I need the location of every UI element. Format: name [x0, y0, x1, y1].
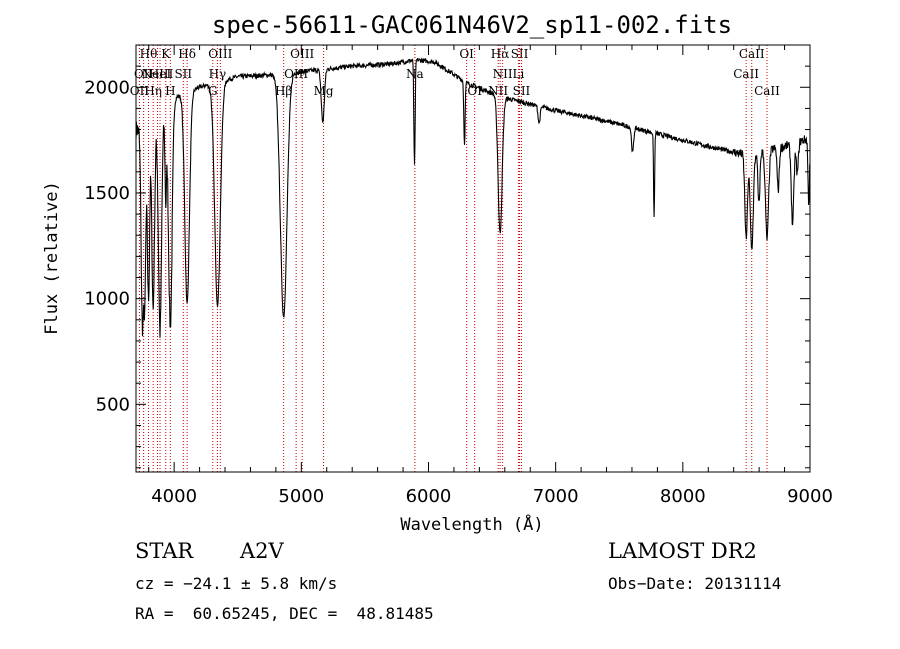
line-marker-label: Hδ	[178, 47, 196, 61]
redshift-cz: cz = −24.1 ± 5.8 km/s	[135, 574, 338, 593]
line-marker-label: SII	[513, 84, 531, 98]
line-marker-label: K	[161, 47, 171, 61]
line-marker-label: NII	[493, 67, 513, 81]
observation-date: Obs−Date: 20131114	[608, 574, 782, 593]
line-marker-label: Hα	[491, 47, 510, 61]
object-subclass: A2V	[240, 539, 284, 563]
x-tick-label: 4000	[151, 486, 197, 507]
x-tick-label: 7000	[533, 486, 579, 507]
y-tick-label: 500	[96, 394, 130, 415]
line-marker-label: CaII	[754, 84, 780, 98]
line-marker-label: Na	[406, 67, 424, 81]
line-marker-label: Li	[512, 67, 524, 81]
line-marker-label: NeIII	[142, 67, 174, 81]
object-class: STAR	[135, 539, 194, 563]
line-markers: OIIOIIHθHηNeIIIHeIKHSIIHδGHγOIIIHβOIIIOI…	[130, 45, 780, 472]
x-tick-label: 9000	[787, 486, 833, 507]
line-marker-label: OIII	[290, 47, 314, 61]
line-marker-label: OIII	[208, 47, 232, 61]
x-tick-label: 5000	[278, 486, 324, 507]
y-axis-label: Flux (relative)	[42, 181, 62, 335]
line-marker-label: Hη	[144, 84, 162, 98]
ra-dec: RA = 60.65245, DEC = 48.81485	[135, 604, 434, 623]
line-marker-label: SII	[174, 67, 192, 81]
y-tick-label: 1000	[84, 289, 130, 310]
x-tick-label: 6000	[406, 486, 452, 507]
y-tick-label: 2000	[84, 77, 130, 98]
line-marker-label: OI	[459, 47, 474, 61]
axis-ticks: 4000 5000 6000 7000 8000 9000 500 1000 1500 2000	[84, 44, 833, 507]
line-marker-label: SII	[511, 47, 529, 61]
line-marker-label: CaII	[733, 67, 759, 81]
spectrum-line	[135, 57, 811, 338]
line-marker-label: H	[165, 84, 175, 98]
x-axis-label: Wavelength (Å)	[400, 513, 543, 535]
line-marker-label: OII	[134, 67, 154, 81]
y-tick-label: 1500	[84, 183, 130, 204]
line-marker-label: CaII	[739, 47, 765, 61]
line-marker-label: G	[208, 84, 218, 98]
plot-frame	[135, 44, 811, 473]
line-marker-label: Hβ	[275, 84, 292, 98]
x-tick-label: 8000	[660, 486, 706, 507]
spectrum-series	[135, 57, 811, 338]
line-marker-label: Hγ	[209, 67, 227, 81]
chart-title: spec-56611-GAC061N46V2_sp11-002.fits	[212, 11, 732, 39]
survey-name: LAMOST DR2	[608, 539, 757, 563]
line-marker-label: Mg	[314, 84, 334, 98]
line-marker-label: HeI	[149, 67, 172, 81]
